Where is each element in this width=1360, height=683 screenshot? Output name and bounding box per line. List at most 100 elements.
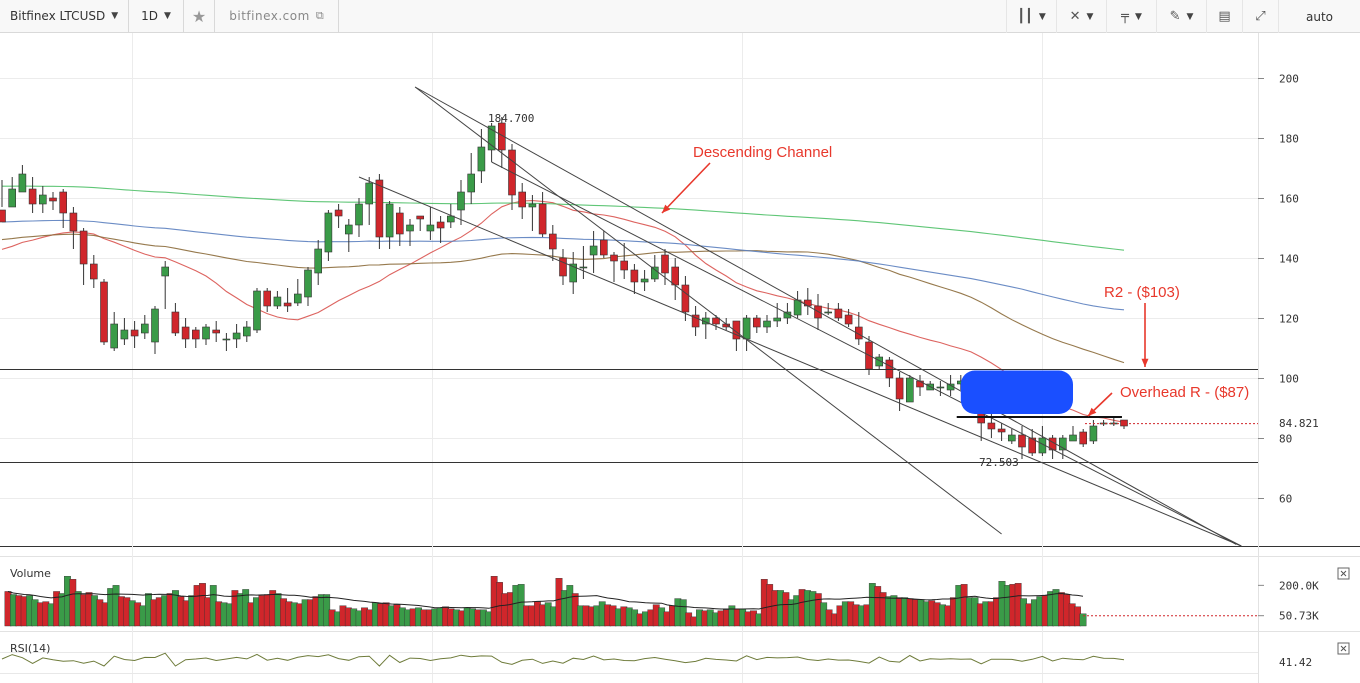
axis-tick-label: 80: [1279, 433, 1292, 446]
price-axis: 200 180 160 140 120 100 80 60 200.0K 50.73K: [1258, 73, 1350, 655]
moving-averages: [1, 185, 1125, 423]
axis-tick-label: 60: [1279, 493, 1292, 506]
candle-down: [854, 326, 863, 340]
candle-down: [395, 212, 404, 235]
indicators-button[interactable]: ✕ ▼: [1056, 0, 1106, 33]
candle-down: [661, 254, 669, 274]
symbol-selector[interactable]: Bitfinex LTCUSD ▼: [0, 0, 128, 33]
chart-toolbar: Bitfinex LTCUSD ▼ 1D ▼ ★ bitfinex.com ⧉ …: [0, 0, 1360, 33]
candle-up: [344, 224, 353, 235]
candle-down: [834, 308, 843, 319]
close-icon: [1340, 570, 1347, 577]
candle-up: [110, 323, 118, 349]
candle-down: [100, 281, 108, 343]
axis-tick-label: 120: [1279, 313, 1299, 326]
compare-button[interactable]: ╤ ▼: [1106, 0, 1156, 33]
candle-down: [803, 299, 812, 307]
rsi-pane-title: RSI(14): [10, 642, 50, 655]
candle-down: [895, 377, 904, 400]
overhead-annotation: Overhead R - ($87): [1120, 384, 1249, 401]
candle-up: [426, 224, 435, 232]
candle-down: [671, 266, 680, 286]
drawing-tools-button[interactable]: ✎ ▼: [1156, 0, 1206, 33]
candle-up: [202, 326, 210, 340]
candles-icon: ┃┃: [1017, 9, 1033, 24]
fullscreen-button[interactable]: ⤢: [1242, 0, 1278, 33]
candle-up: [1007, 434, 1016, 442]
indicators-icon: ✕: [1069, 9, 1081, 24]
overhead-arrow-head: [1088, 407, 1097, 416]
ma100-line: [1, 219, 1125, 311]
candle-down: [28, 188, 37, 205]
candle-up: [365, 182, 374, 205]
candle-up: [569, 263, 578, 283]
symbol-label: Bitfinex LTCUSD: [10, 9, 106, 23]
channel-upper-extension: [414, 86, 1237, 545]
candle-down: [375, 179, 384, 238]
candle-up: [487, 125, 496, 151]
domain-link[interactable]: bitfinex.com ⧉: [215, 0, 337, 33]
candle-up: [457, 191, 465, 211]
right-toolbar: ┃┃ ▼ ✕ ▼ ╤ ▼ ✎ ▼ ▤ ⤢ auto: [1006, 0, 1360, 33]
candle-up: [293, 293, 302, 304]
scale-mode-label: auto: [1305, 9, 1333, 24]
external-link-icon: ⧉: [315, 9, 324, 22]
candle-up: [477, 146, 486, 172]
candle-up: [1069, 434, 1077, 442]
candle-up: [579, 266, 588, 269]
scale-mode-button[interactable]: auto: [1278, 0, 1360, 33]
candles: [0, 117, 1128, 459]
r2-arrow-head: [1141, 358, 1149, 367]
candle-down: [610, 254, 618, 262]
candle-up: [467, 173, 476, 193]
separator: [337, 0, 339, 33]
candle-down: [59, 191, 68, 214]
candle-up: [120, 329, 129, 340]
ma200-line: [2, 185, 1125, 251]
interval-label: 1D: [141, 9, 158, 23]
favorite-button[interactable]: ★: [184, 0, 214, 33]
volume-ma-line: [7, 591, 1084, 610]
candle-down: [987, 422, 996, 430]
drawings: [0, 86, 1258, 547]
candle-up: [243, 326, 251, 337]
candle-up: [304, 269, 312, 298]
candle-down: [436, 221, 445, 229]
rsi-line: [1, 652, 1125, 667]
price-chart[interactable]: 200 180 160 140 120 100 80 60 200.0K 50.73K Desce…: [0, 33, 1360, 683]
candle-up: [151, 308, 159, 343]
candle-up: [742, 317, 751, 340]
candle-up: [763, 320, 771, 328]
candle-up: [406, 224, 414, 232]
candle-down: [712, 317, 720, 325]
candle-down: [192, 329, 200, 340]
axis-tick-label: 200: [1279, 73, 1299, 86]
candle-down: [1120, 419, 1128, 427]
chevron-down-icon: ▼: [164, 11, 171, 21]
candle-down: [997, 428, 1006, 433]
interval-selector[interactable]: 1D ▼: [129, 0, 183, 33]
axis-tick-label: 100: [1279, 373, 1299, 386]
chevron-down-icon: ▼: [1038, 11, 1046, 22]
candle-up: [324, 212, 333, 253]
candle-up: [650, 266, 659, 280]
candle-down: [559, 257, 567, 277]
volume-bar: [517, 584, 525, 627]
axis-tick-label: 140: [1279, 253, 1299, 266]
candle-up: [18, 173, 27, 193]
chart-style-button[interactable]: ┃┃ ▼: [1006, 0, 1056, 33]
candle-down: [181, 326, 190, 340]
channel-mid-line: [491, 161, 1242, 547]
volume-tick-label: 200.0K: [1279, 579, 1319, 592]
snapshot-button[interactable]: ▤: [1206, 0, 1242, 33]
candle-up: [905, 377, 914, 403]
axis-tick-label: 160: [1279, 193, 1299, 206]
candle-up: [141, 323, 149, 334]
candle-up: [640, 278, 649, 283]
candle-up: [793, 299, 802, 316]
candle-down: [130, 329, 139, 337]
candle-down: [79, 230, 88, 265]
candle-down: [171, 311, 180, 334]
candle-up: [161, 266, 169, 277]
compare-icon: ╤: [1121, 9, 1129, 24]
